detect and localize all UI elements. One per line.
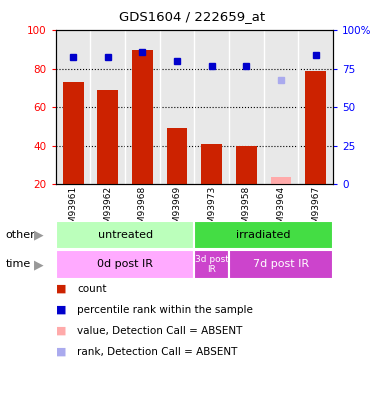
Text: ■: ■ — [56, 284, 66, 294]
Text: untreated: untreated — [97, 230, 153, 240]
Text: 7d post IR: 7d post IR — [253, 260, 309, 269]
Bar — [305, 71, 326, 184]
Text: value, Detection Call = ABSENT: value, Detection Call = ABSENT — [77, 326, 243, 336]
Text: irradiated: irradiated — [236, 230, 291, 240]
Text: 0d post IR: 0d post IR — [97, 260, 153, 269]
Text: ■: ■ — [56, 326, 66, 336]
Text: rank, Detection Call = ABSENT: rank, Detection Call = ABSENT — [77, 347, 238, 357]
Text: count: count — [77, 284, 107, 294]
Text: other: other — [6, 230, 35, 240]
Text: GDS1604 / 222659_at: GDS1604 / 222659_at — [119, 10, 266, 23]
Bar — [194, 250, 229, 279]
Text: time: time — [6, 260, 31, 269]
Text: percentile rank within the sample: percentile rank within the sample — [77, 305, 253, 315]
Bar — [56, 221, 194, 249]
Bar — [229, 250, 333, 279]
Bar — [132, 49, 153, 184]
Text: ▶: ▶ — [34, 228, 43, 241]
Text: ■: ■ — [56, 347, 66, 357]
Bar — [271, 177, 291, 184]
Bar — [236, 146, 257, 184]
Bar — [97, 90, 118, 184]
Bar — [201, 144, 222, 184]
Text: ■: ■ — [56, 305, 66, 315]
Bar — [194, 221, 333, 249]
Text: 3d post
IR: 3d post IR — [195, 255, 229, 274]
Text: ▶: ▶ — [34, 258, 43, 271]
Bar — [56, 250, 194, 279]
Bar — [63, 82, 84, 184]
Bar — [167, 128, 187, 184]
